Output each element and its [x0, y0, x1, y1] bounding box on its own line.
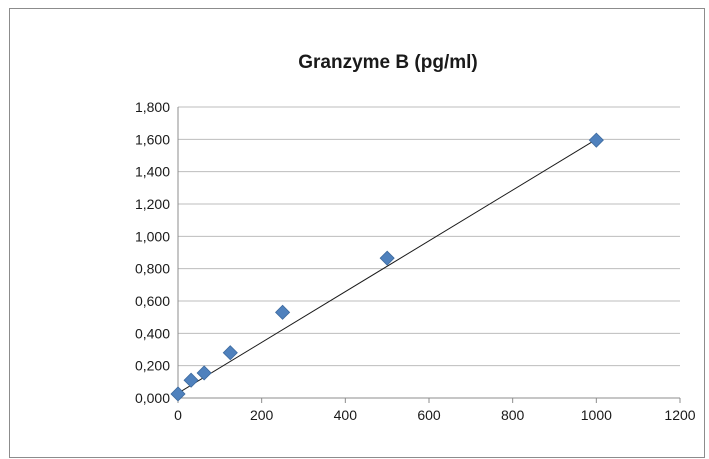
y-tick-label: 1,600 — [135, 131, 170, 147]
linear-trendline — [177, 138, 597, 394]
data-points — [170, 132, 604, 402]
trendline-layer — [177, 138, 597, 394]
x-tick-label: 600 — [417, 407, 441, 423]
x-tick-label: 800 — [501, 407, 525, 423]
chart-area: Granzyme B (pg/ml) 0,000 0,200 0,400 0,600 0… — [9, 8, 705, 458]
x-tick-label: 0 — [174, 407, 182, 423]
y-tick-label: 1,000 — [135, 228, 170, 244]
gridlines — [178, 106, 680, 367]
y-tick-label: 1,200 — [135, 196, 170, 212]
axes — [177, 107, 681, 403]
data-point-marker — [588, 132, 604, 148]
x-tick-label: 200 — [250, 407, 274, 423]
y-tick-label: 0,400 — [135, 325, 170, 341]
x-tick-label: 1000 — [581, 407, 612, 423]
data-point-marker — [196, 365, 212, 381]
y-tick-label: 1,400 — [135, 164, 170, 180]
y-tick-label: 0,200 — [135, 358, 170, 374]
x-tick-label: 400 — [334, 407, 358, 423]
y-tick-label: 1,800 — [135, 99, 170, 115]
y-tick-label: 0,600 — [135, 293, 170, 309]
data-point-marker — [170, 386, 186, 402]
chart-title: Granzyme B (pg/ml) — [298, 52, 477, 73]
x-tick-label: 1200 — [664, 407, 695, 423]
y-axis-tick-labels: 0,000 0,200 0,400 0,600 0,800 1,000 1,200 1,400… — [135, 99, 170, 406]
y-tick-label: 0,800 — [135, 261, 170, 277]
data-point-marker — [275, 304, 291, 320]
data-point-marker — [222, 345, 238, 361]
scatter-chart: Granzyme B (pg/ml) 0,0000,2000,4000,6000… — [135, 52, 696, 423]
data-point-marker — [183, 372, 199, 388]
x-axis-tick-labels: 0 200 400 600 800 1000 1200 — [174, 407, 696, 423]
data-point-marker — [379, 250, 395, 266]
y-tick-label: 0,000 — [135, 390, 170, 406]
